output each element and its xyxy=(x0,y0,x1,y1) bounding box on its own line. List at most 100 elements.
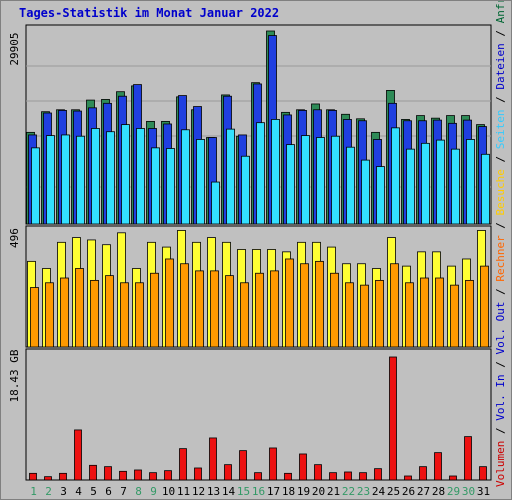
bar-seiten xyxy=(406,148,415,225)
bar-rechner xyxy=(315,260,324,348)
bar-volumen xyxy=(89,464,97,481)
day-label: 8 xyxy=(135,485,142,498)
bar-seiten xyxy=(361,159,370,225)
legend-text: Volumen / Vol. In / Vol. Out / Rechner /… xyxy=(494,1,507,487)
day-label: 18 xyxy=(282,485,295,498)
bar-rechner xyxy=(105,275,114,348)
bar-rechner xyxy=(300,263,309,348)
bar-seiten xyxy=(61,134,70,225)
legend-item-vol_in: Vol. In xyxy=(494,374,507,420)
bar-rechner xyxy=(75,268,84,348)
bar-rechner xyxy=(450,284,459,348)
bar-rechner xyxy=(225,275,234,348)
bar-volumen xyxy=(74,429,82,481)
day-label: 14 xyxy=(222,485,236,498)
bar-seiten xyxy=(121,124,130,225)
bar-seiten xyxy=(226,128,235,225)
bar-volumen xyxy=(209,437,217,481)
bar-seiten xyxy=(151,147,160,225)
bar-rechner xyxy=(360,284,369,348)
day-label: 27 xyxy=(417,485,430,498)
legend-separator: / xyxy=(494,421,507,441)
bar-volumen xyxy=(419,466,427,481)
y-max-label-visits: 496 xyxy=(8,228,21,248)
bar-seiten xyxy=(76,135,85,225)
day-label: 28 xyxy=(432,485,445,498)
bar-rechner xyxy=(435,277,444,348)
bar-volumen xyxy=(119,470,127,481)
bar-rechner xyxy=(150,272,159,348)
day-label: 1 xyxy=(30,485,37,498)
bar-seiten xyxy=(481,153,490,225)
bar-rechner xyxy=(30,287,39,348)
bar-rechner xyxy=(420,277,429,348)
day-label: 5 xyxy=(90,485,97,498)
bar-rechner xyxy=(135,282,144,348)
bar-rechner xyxy=(345,282,354,348)
bar-seiten xyxy=(136,128,145,225)
day-label: 23 xyxy=(357,485,370,498)
bar-volumen xyxy=(344,471,352,481)
legend-item-besuche: Besuche xyxy=(494,169,507,215)
legend-item-rechner: Rechner xyxy=(494,235,507,282)
bar-seiten xyxy=(421,142,430,225)
bar-rechner xyxy=(480,265,489,348)
day-label: 21 xyxy=(327,485,340,498)
day-label: 3 xyxy=(60,485,67,498)
bar-volumen xyxy=(254,472,262,481)
bar-volumen xyxy=(164,470,172,481)
bar-rechner xyxy=(180,263,189,348)
bar-rechner xyxy=(45,282,54,348)
bar-rechner xyxy=(270,270,279,348)
day-label: 16 xyxy=(252,485,265,498)
bar-rechner xyxy=(285,258,294,348)
bar-volumen xyxy=(314,464,322,481)
day-label: 31 xyxy=(477,485,490,498)
bar-rechner xyxy=(375,279,384,348)
bar-volumen xyxy=(389,356,397,481)
day-label: 2 xyxy=(45,485,52,498)
bar-rechner xyxy=(255,272,264,348)
bar-seiten xyxy=(106,131,115,225)
legend-item-vol_out: Vol. Out xyxy=(494,302,507,355)
legend-separator: / xyxy=(494,282,507,302)
bar-rechner xyxy=(465,279,474,348)
bar-seiten xyxy=(436,139,445,225)
bar-rechner xyxy=(390,263,399,348)
day-label: 30 xyxy=(462,485,475,498)
day-label: 22 xyxy=(342,485,355,498)
day-label: 25 xyxy=(387,485,400,498)
day-label: 24 xyxy=(372,485,386,498)
day-label: 19 xyxy=(297,485,310,498)
bar-volumen xyxy=(134,469,142,481)
legend-separator: / xyxy=(494,149,507,169)
bar-volumen xyxy=(329,472,337,481)
bar-seiten xyxy=(316,137,325,225)
bar-volumen xyxy=(224,464,232,481)
bar-rechner xyxy=(60,277,69,348)
legend: Volumen / Vol. In / Vol. Out / Rechner /… xyxy=(494,1,507,487)
bar-volumen xyxy=(449,475,457,481)
y-max-label-volume: 18.43 GB xyxy=(8,349,21,402)
bar-volumen xyxy=(359,472,367,481)
day-label: 4 xyxy=(75,485,82,498)
bar-volumen xyxy=(179,448,187,481)
bar-rechner xyxy=(195,270,204,348)
bar-volumen xyxy=(44,476,52,481)
bar-volumen xyxy=(239,450,247,481)
day-label: 7 xyxy=(120,485,127,498)
day-label: 20 xyxy=(312,485,325,498)
bar-seiten xyxy=(211,181,220,225)
bar-seiten xyxy=(301,135,310,225)
bar-seiten xyxy=(451,148,460,225)
bar-seiten xyxy=(241,155,250,225)
day-label: 26 xyxy=(402,485,415,498)
bar-volumen xyxy=(59,472,67,481)
bar-rechner xyxy=(210,270,219,348)
bar-volumen xyxy=(149,472,157,481)
bar-volumen xyxy=(404,475,412,481)
bar-volumen xyxy=(479,466,487,481)
panel-volume xyxy=(25,348,492,481)
bar-rechner xyxy=(120,282,129,348)
day-label: 9 xyxy=(150,485,157,498)
